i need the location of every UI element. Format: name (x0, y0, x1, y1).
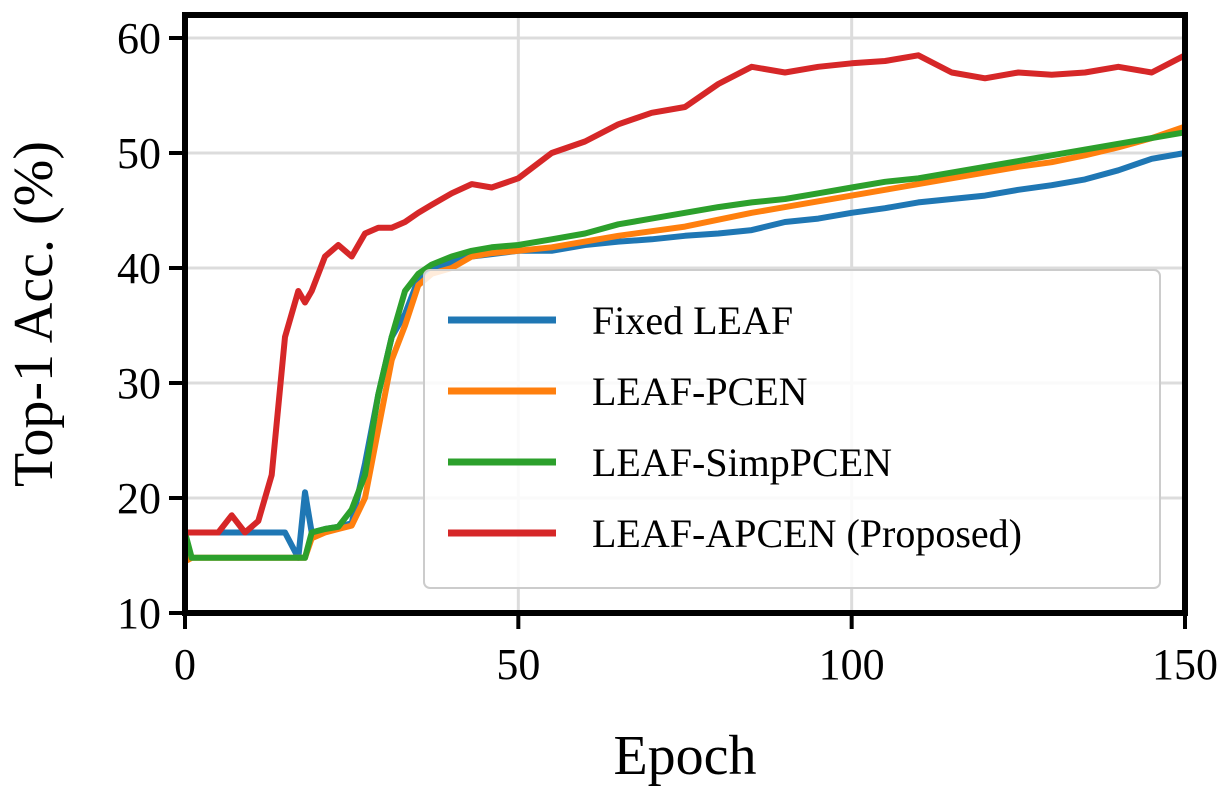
x-tick-label-3: 150 (1152, 640, 1218, 689)
legend-box (423, 269, 1161, 589)
legend-label-2: LEAF-SimpPCEN (592, 440, 892, 485)
series-lines (182, 52, 1188, 565)
y-tick-label-4: 50 (117, 129, 161, 178)
legend-label-3: LEAF-APCEN (Proposed) (592, 511, 1022, 556)
legend-label-1: LEAF-PCEN (592, 369, 808, 414)
y-tick-label-5: 60 (117, 14, 161, 63)
x-tick-label-1: 50 (496, 640, 540, 689)
legend: Fixed LEAF LEAF-PCEN LEAF-SimpPCEN LEAF-APC… (423, 269, 1161, 589)
y-tick-label-1: 20 (117, 474, 161, 523)
axis-ticks: 0 50 100 150 10 20 30 40 50 60 (117, 14, 1218, 689)
y-tick-label-3: 40 (117, 244, 161, 293)
plot-frame (182, 12, 1188, 616)
x-tick-label-2: 100 (819, 640, 885, 689)
legend-label-0: Fixed LEAF (592, 298, 793, 343)
y-tick-label-0: 10 (117, 589, 161, 638)
series-line-2 (182, 129, 1188, 561)
x-tick-label-0: 0 (174, 640, 196, 689)
series-line-3 (182, 52, 1188, 536)
x-axis-title: Epoch (613, 725, 756, 787)
y-axis-title: Top-1 Acc. (%) (3, 141, 65, 487)
y-tick-label-2: 30 (117, 359, 161, 408)
